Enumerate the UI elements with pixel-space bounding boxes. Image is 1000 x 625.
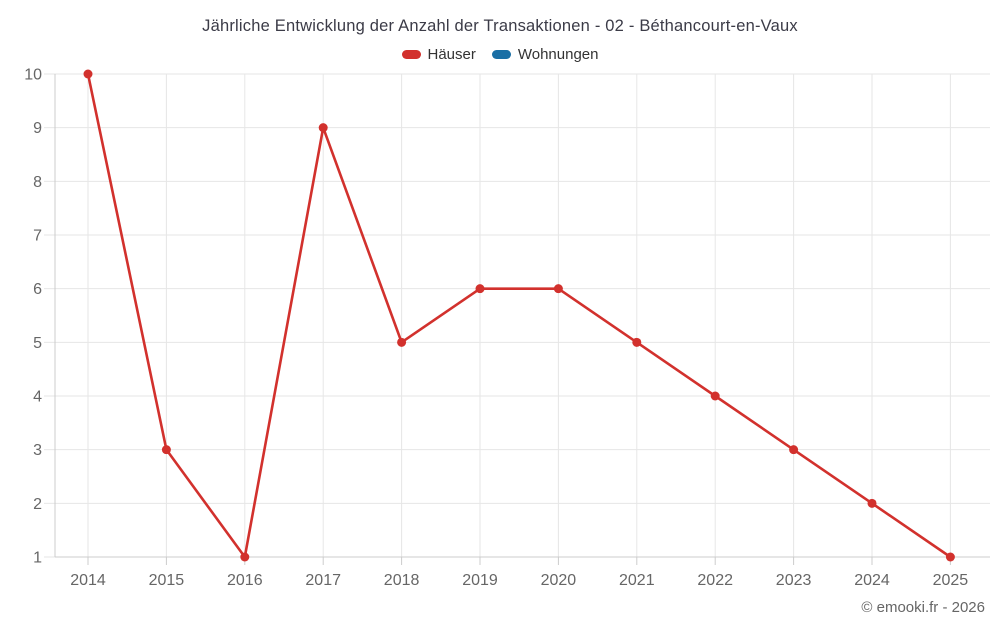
x-axis-label: 2018: [384, 572, 420, 589]
wohnungen-series-swatch-icon: [491, 50, 511, 59]
x-axis-label: 2016: [227, 572, 263, 589]
copyright-text: © emooki.fr - 2026: [861, 599, 985, 616]
y-axis-label: 8: [33, 174, 42, 191]
legend-label-wohnungen: Wohnungen: [517, 46, 599, 63]
data-point: [867, 498, 877, 508]
legend-label-hauser: Häuser: [427, 46, 476, 63]
legend-item-hauser[interactable]: Häuser: [401, 46, 476, 63]
x-axis-label: 2014: [70, 572, 106, 589]
y-axis-label: 4: [33, 389, 42, 406]
x-axis-label: 2024: [854, 572, 890, 589]
data-point: [789, 445, 799, 455]
data-point: [632, 337, 642, 347]
data-point: [945, 552, 955, 562]
y-axis-label: 9: [33, 120, 42, 137]
y-axis-label: 6: [33, 281, 42, 298]
y-axis-label: 3: [33, 442, 42, 459]
x-axis-label: 2015: [149, 572, 185, 589]
data-point: [475, 284, 485, 294]
x-axis-label: 2025: [933, 572, 969, 589]
y-axis-label: 7: [33, 228, 42, 245]
data-point: [161, 445, 171, 455]
series-line-häuser: [86, 72, 952, 559]
x-axis-label: 2021: [619, 572, 655, 589]
chart-title: Jährliche Entwicklung der Anzahl der Tra…: [202, 17, 798, 35]
x-axis-label: 2022: [697, 572, 733, 589]
data-point: [710, 391, 720, 401]
y-axis-label: 10: [24, 67, 42, 84]
data-point: [397, 337, 407, 347]
y-axis-label: 5: [33, 335, 42, 352]
x-axis-label: 2017: [305, 572, 341, 589]
data-point: [318, 123, 328, 133]
legend: Häuser Wohnungen: [0, 46, 1000, 63]
y-axis-label: 1: [33, 550, 42, 567]
x-axis-label: 2023: [776, 572, 812, 589]
x-axis-label: 2019: [462, 572, 498, 589]
x-axis-label: 2020: [541, 572, 577, 589]
legend-item-wohnungen[interactable]: Wohnungen: [491, 46, 599, 63]
data-point: [83, 69, 93, 79]
hauser-series-swatch-icon: [401, 50, 421, 59]
data-point: [553, 284, 563, 294]
data-point: [240, 552, 250, 562]
y-axis-label: 2: [33, 496, 42, 513]
